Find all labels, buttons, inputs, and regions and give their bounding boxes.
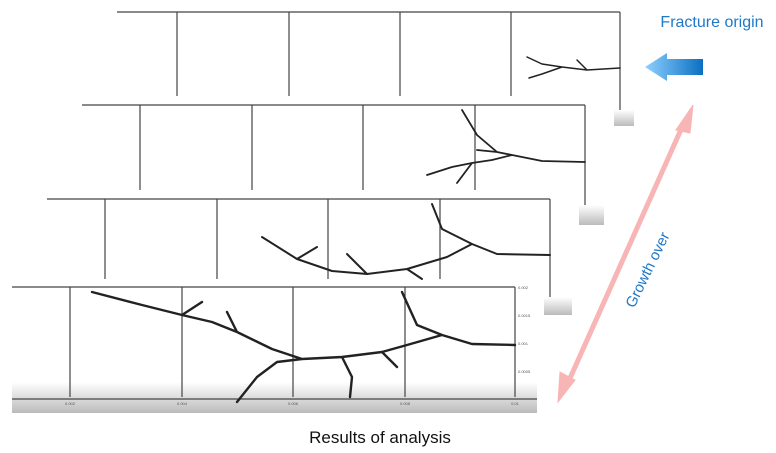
tick-label: 0.0005 (518, 369, 531, 374)
tick-label: 0.002 (518, 285, 529, 290)
origin-label: Fracture origin (660, 14, 763, 31)
tick-label: 0.002 (65, 401, 76, 406)
caption: Results of analysis (309, 428, 451, 447)
tick-label: 0.006 (288, 401, 299, 406)
tick-label: 0.0015 (518, 313, 531, 318)
tick-label: 0.01 (511, 401, 520, 406)
tick-label: 0.001 (518, 341, 529, 346)
page: 0.002 0.0015 0.001 0.0005 0.002 0.004 0.… (0, 0, 776, 453)
panel-4: 0.002 0.0015 0.001 0.0005 0.002 0.004 0.… (12, 285, 537, 413)
figure: 0.002 0.0015 0.001 0.0005 0.002 0.004 0.… (0, 0, 776, 453)
tick-label: 0.004 (177, 401, 188, 406)
origin-arrow (645, 53, 703, 81)
tick-label: 0.008 (400, 401, 411, 406)
